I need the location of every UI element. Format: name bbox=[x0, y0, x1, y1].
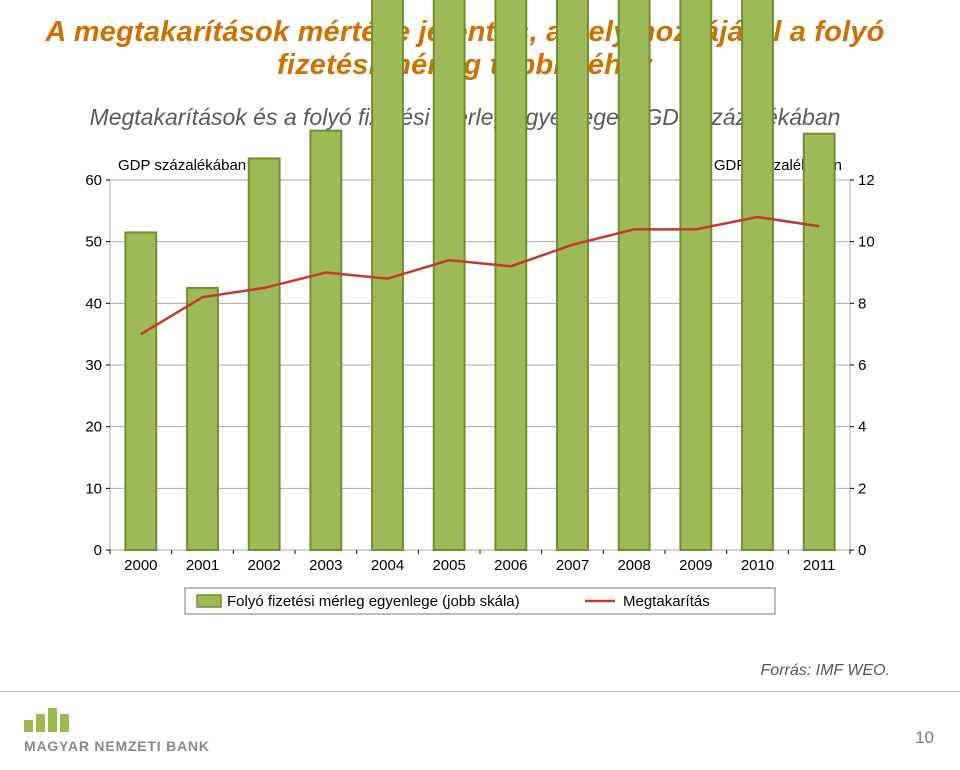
svg-text:0: 0 bbox=[94, 542, 102, 559]
page-number: 10 bbox=[915, 728, 934, 748]
svg-text:40: 40 bbox=[85, 295, 102, 312]
svg-text:6: 6 bbox=[858, 357, 866, 374]
svg-text:10: 10 bbox=[85, 480, 102, 497]
svg-text:20: 20 bbox=[85, 419, 102, 436]
svg-text:2000: 2000 bbox=[124, 557, 157, 574]
svg-text:50: 50 bbox=[85, 234, 102, 251]
svg-text:2006: 2006 bbox=[494, 557, 527, 574]
svg-text:2009: 2009 bbox=[679, 557, 712, 574]
svg-text:2007: 2007 bbox=[556, 557, 589, 574]
svg-text:10: 10 bbox=[858, 234, 875, 251]
svg-text:2010: 2010 bbox=[741, 557, 774, 574]
svg-text:2003: 2003 bbox=[309, 557, 342, 574]
svg-text:12: 12 bbox=[858, 172, 875, 189]
svg-text:Megtakarítás: Megtakarítás bbox=[623, 593, 710, 610]
svg-text:2005: 2005 bbox=[432, 557, 465, 574]
svg-text:60: 60 bbox=[85, 172, 102, 189]
svg-text:2002: 2002 bbox=[247, 557, 280, 574]
svg-text:Folyó fizetési mérleg egyenleg: Folyó fizetési mérleg egyenlege (jobb sk… bbox=[227, 593, 520, 610]
svg-text:8: 8 bbox=[858, 295, 866, 312]
svg-text:GDP százalékában: GDP százalékában bbox=[118, 157, 246, 174]
svg-text:2001: 2001 bbox=[186, 557, 219, 574]
svg-text:2: 2 bbox=[858, 480, 866, 497]
svg-text:0: 0 bbox=[858, 542, 866, 559]
source-label: Forrás: IMF WEO. bbox=[70, 662, 890, 680]
chart: 0102030405060024681012GDP százalékábanGD… bbox=[70, 150, 890, 630]
svg-text:2011: 2011 bbox=[803, 557, 835, 574]
bank-name: MAGYAR NEMZETI BANK bbox=[24, 738, 210, 754]
logo: MAGYAR NEMZETI BANK bbox=[24, 708, 210, 754]
svg-text:2008: 2008 bbox=[617, 557, 650, 574]
svg-text:4: 4 bbox=[858, 419, 866, 436]
svg-text:2004: 2004 bbox=[371, 557, 404, 574]
divider bbox=[0, 691, 960, 692]
svg-text:30: 30 bbox=[85, 357, 102, 374]
logo-bars bbox=[24, 708, 210, 732]
chart-svg: 0102030405060024681012GDP százalékábanGD… bbox=[70, 150, 890, 630]
